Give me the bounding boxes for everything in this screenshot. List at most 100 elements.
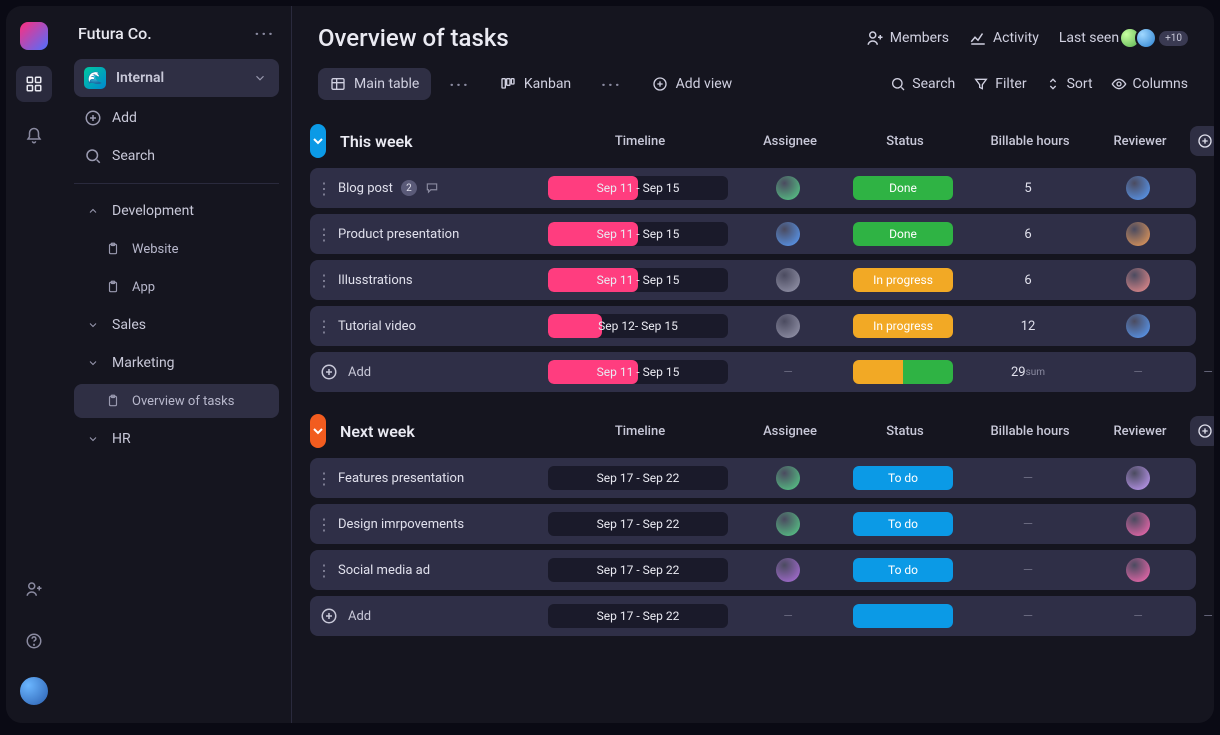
status-cell[interactable]: To do bbox=[838, 458, 968, 498]
drag-handle-icon[interactable]: ⋮ bbox=[310, 469, 338, 488]
reviewer-cell[interactable] bbox=[1088, 168, 1188, 208]
task-name[interactable]: Features presentation bbox=[338, 471, 538, 486]
invite-icon[interactable] bbox=[16, 571, 52, 607]
hours-cell[interactable]: 6 bbox=[968, 214, 1088, 254]
notifications-icon[interactable] bbox=[16, 118, 52, 154]
status-cell[interactable]: To do bbox=[838, 550, 968, 590]
tab-kanban[interactable]: Kanban bbox=[488, 68, 583, 100]
columns-tool[interactable]: Columns bbox=[1111, 76, 1188, 92]
timeline-cell[interactable]: Sep 11 - Sep 15 bbox=[538, 260, 738, 300]
reviewer-cell[interactable] bbox=[1088, 306, 1188, 346]
last-seen[interactable]: Last seen +10 bbox=[1059, 27, 1188, 49]
assignee-cell[interactable] bbox=[738, 504, 838, 544]
drag-handle-icon[interactable]: ⋮ bbox=[310, 561, 338, 580]
help-icon[interactable] bbox=[16, 623, 52, 659]
workspace-name[interactable]: Futura Co. bbox=[78, 24, 152, 43]
status-cell[interactable]: To do bbox=[838, 504, 968, 544]
section-development[interactable]: Development bbox=[74, 194, 279, 228]
user-avatar[interactable] bbox=[18, 675, 50, 707]
drag-handle-icon[interactable]: ⋮ bbox=[310, 515, 338, 534]
tab-menu-icon[interactable]: ··· bbox=[597, 75, 625, 94]
hours-cell[interactable]: 12 bbox=[968, 306, 1088, 346]
hours-cell[interactable]: 5 bbox=[968, 168, 1088, 208]
board-selector[interactable]: 🌊Internal bbox=[74, 59, 279, 97]
workspace-menu-icon[interactable]: ··· bbox=[255, 24, 275, 43]
task-name[interactable]: Blog post 2 bbox=[338, 180, 538, 196]
timeline-cell[interactable]: Sep 17 - Sep 22 bbox=[538, 504, 738, 544]
sidebar-item-app[interactable]: App bbox=[74, 270, 279, 304]
reviewer-cell[interactable] bbox=[1088, 214, 1188, 254]
sidebar-add[interactable]: Add bbox=[74, 101, 279, 135]
status-cell[interactable]: In progress bbox=[838, 306, 968, 346]
hours-cell[interactable]: — bbox=[968, 550, 1088, 590]
timeline-cell[interactable]: Sep 17 - Sep 22 bbox=[538, 458, 738, 498]
section-marketing[interactable]: Marketing bbox=[74, 346, 279, 380]
reviewer-cell[interactable] bbox=[1088, 458, 1188, 498]
app-logo[interactable] bbox=[20, 22, 48, 50]
assignee-cell[interactable] bbox=[738, 458, 838, 498]
task-name[interactable]: Design imrpovements bbox=[338, 517, 538, 532]
add-view-button[interactable]: Add view bbox=[640, 68, 745, 100]
add-column-button[interactable] bbox=[1190, 126, 1214, 156]
task-row[interactable]: ⋮ Blog post 2 Sep 11 - Sep 15 Done 5 — bbox=[310, 168, 1196, 208]
reviewer-cell[interactable] bbox=[1088, 260, 1188, 300]
sidebar-item-website[interactable]: Website bbox=[74, 232, 279, 266]
assignee-cell[interactable] bbox=[738, 214, 838, 254]
task-row[interactable]: ⋮ Features presentation Sep 17 - Sep 22 … bbox=[310, 458, 1196, 498]
add-task-button[interactable]: Add bbox=[310, 363, 538, 381]
sort-tool[interactable]: Sort bbox=[1045, 76, 1093, 92]
activity-button[interactable]: Activity bbox=[969, 29, 1039, 47]
task-name[interactable]: Product presentation bbox=[338, 227, 538, 242]
assignee-cell[interactable] bbox=[738, 168, 838, 208]
status-cell[interactable]: In progress bbox=[838, 260, 968, 300]
col-header[interactable]: Status bbox=[840, 134, 970, 149]
task-name[interactable]: Illusstrations bbox=[338, 273, 538, 288]
assignee-cell[interactable] bbox=[738, 260, 838, 300]
task-name[interactable]: Tutorial video bbox=[338, 319, 538, 334]
col-header[interactable]: Timeline bbox=[540, 134, 740, 149]
task-name[interactable]: Social media ad bbox=[338, 563, 538, 578]
timeline-cell[interactable]: Sep 11 - Sep 15 bbox=[538, 214, 738, 254]
drag-handle-icon[interactable]: ⋮ bbox=[310, 225, 338, 244]
members-button[interactable]: Members bbox=[866, 29, 949, 47]
status-cell[interactable]: Done bbox=[838, 168, 968, 208]
filter-tool[interactable]: Filter bbox=[973, 76, 1026, 92]
drag-handle-icon[interactable]: ⋮ bbox=[310, 271, 338, 290]
timeline-cell[interactable]: Sep 12- Sep 15 bbox=[538, 306, 738, 346]
sidebar-item-overview[interactable]: Overview of tasks bbox=[74, 384, 279, 418]
add-task-button[interactable]: Add bbox=[310, 607, 538, 625]
task-row[interactable]: ⋮ Tutorial video Sep 12- Sep 15 In progr… bbox=[310, 306, 1196, 346]
hours-cell[interactable]: 6 bbox=[968, 260, 1088, 300]
hours-cell[interactable]: — bbox=[968, 458, 1088, 498]
tab-main-table[interactable]: Main table bbox=[318, 68, 431, 100]
task-row[interactable]: ⋮ Social media ad Sep 17 - Sep 22 To do … bbox=[310, 550, 1196, 590]
timeline-cell[interactable]: Sep 11 - Sep 15 bbox=[538, 168, 738, 208]
section-sales[interactable]: Sales bbox=[74, 308, 279, 342]
sidebar-search[interactable]: Search bbox=[74, 139, 279, 173]
col-header[interactable]: Reviewer bbox=[1090, 134, 1190, 149]
reviewer-cell[interactable] bbox=[1088, 504, 1188, 544]
tab-menu-icon[interactable]: ··· bbox=[445, 75, 473, 94]
timeline-cell[interactable]: Sep 17 - Sep 22 bbox=[538, 550, 738, 590]
col-header[interactable]: Timeline bbox=[540, 424, 740, 439]
task-row[interactable]: ⋮ Illusstrations Sep 11 - Sep 15 In prog… bbox=[310, 260, 1196, 300]
assignee-cell[interactable] bbox=[738, 306, 838, 346]
status-cell[interactable]: Done bbox=[838, 214, 968, 254]
assignee-cell[interactable] bbox=[738, 550, 838, 590]
reviewer-cell[interactable] bbox=[1088, 550, 1188, 590]
task-row[interactable]: ⋮ Product presentation Sep 11 - Sep 15 D… bbox=[310, 214, 1196, 254]
col-header[interactable]: Status bbox=[840, 424, 970, 439]
group-toggle[interactable] bbox=[310, 414, 326, 448]
hours-cell[interactable]: — bbox=[968, 504, 1088, 544]
add-column-button[interactable] bbox=[1190, 416, 1214, 446]
search-tool[interactable]: Search bbox=[890, 76, 955, 92]
col-header[interactable]: Billable hours bbox=[970, 424, 1090, 439]
section-hr[interactable]: HR bbox=[74, 422, 279, 456]
drag-handle-icon[interactable]: ⋮ bbox=[310, 317, 338, 336]
col-header[interactable]: Assignee bbox=[740, 424, 840, 439]
col-header[interactable]: Assignee bbox=[740, 134, 840, 149]
comment-icon[interactable] bbox=[425, 181, 439, 195]
col-header[interactable]: Reviewer bbox=[1090, 424, 1190, 439]
task-row[interactable]: ⋮ Design imrpovements Sep 17 - Sep 22 To… bbox=[310, 504, 1196, 544]
drag-handle-icon[interactable]: ⋮ bbox=[310, 179, 338, 198]
